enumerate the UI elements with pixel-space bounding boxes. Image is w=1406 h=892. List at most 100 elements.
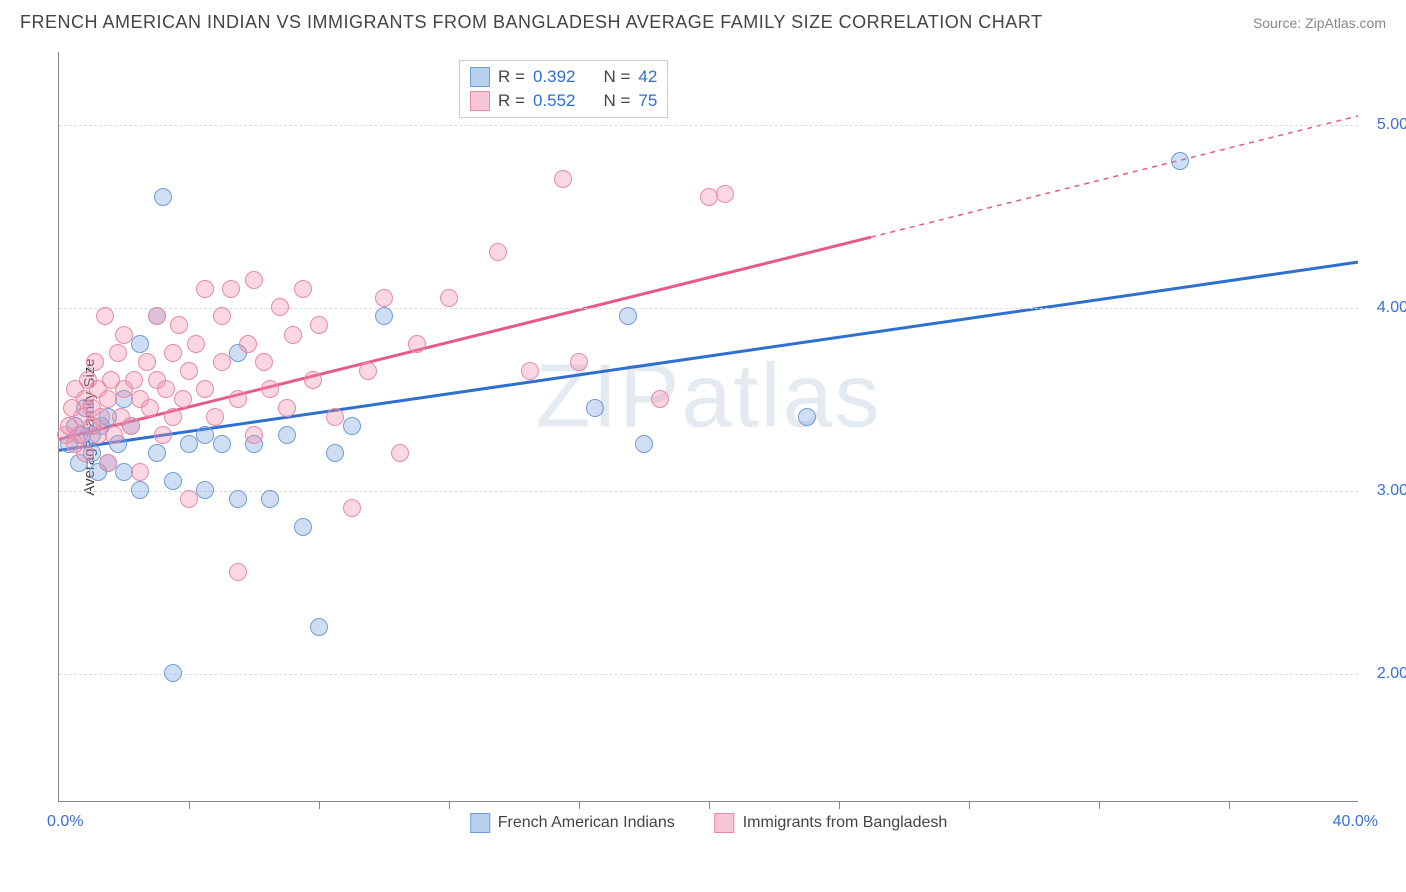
scatter-point (109, 344, 127, 362)
xtick (579, 801, 580, 809)
scatter-point (635, 435, 653, 453)
scatter-point (164, 664, 182, 682)
scatter-point (554, 170, 572, 188)
scatter-point (154, 188, 172, 206)
series-legend-item: French American Indians (470, 813, 675, 833)
stat-r-value: 0.392 (533, 67, 576, 87)
scatter-point (125, 371, 143, 389)
scatter-point (651, 390, 669, 408)
scatter-point (271, 298, 289, 316)
legend-swatch (715, 813, 735, 833)
series-legend: French American Indians Immigrants from B… (470, 813, 948, 833)
gridline (59, 491, 1358, 492)
scatter-point (138, 353, 156, 371)
scatter-point (180, 362, 198, 380)
scatter-point (164, 408, 182, 426)
scatter-point (619, 307, 637, 325)
scatter-point (440, 289, 458, 307)
stats-legend-row: R =0.552N =75 (470, 89, 657, 113)
scatter-point (343, 499, 361, 517)
scatter-point (798, 408, 816, 426)
scatter-point (304, 371, 322, 389)
stat-n-label: N = (603, 91, 630, 111)
scatter-point (229, 563, 247, 581)
gridline (59, 125, 1358, 126)
scatter-point (700, 188, 718, 206)
source-label: Source: ZipAtlas.com (1253, 15, 1386, 31)
scatter-point (222, 280, 240, 298)
xaxis-label-end: 40.0% (1333, 813, 1378, 831)
scatter-point (489, 243, 507, 261)
scatter-point (586, 399, 604, 417)
scatter-point (141, 399, 159, 417)
scatter-point (375, 307, 393, 325)
scatter-point (239, 335, 257, 353)
stats-legend-row: R =0.392N =42 (470, 65, 657, 89)
gridline (59, 674, 1358, 675)
xtick (189, 801, 190, 809)
scatter-point (154, 426, 172, 444)
scatter-point (86, 353, 104, 371)
gridline (59, 308, 1358, 309)
ytick-label: 2.00 (1377, 665, 1406, 683)
xtick (969, 801, 970, 809)
scatter-point (148, 444, 166, 462)
scatter-point (122, 417, 140, 435)
scatter-point (213, 435, 231, 453)
scatter-point (164, 344, 182, 362)
stat-n-value: 42 (638, 67, 657, 87)
xtick (1099, 801, 1100, 809)
scatter-point (310, 316, 328, 334)
scatter-point (521, 362, 539, 380)
scatter-point (326, 408, 344, 426)
scatter-point (187, 335, 205, 353)
xaxis-label-start: 0.0% (47, 813, 83, 831)
scatter-point (245, 426, 263, 444)
scatter-point (391, 444, 409, 462)
scatter-point (261, 380, 279, 398)
scatter-point (294, 280, 312, 298)
scatter-point (157, 380, 175, 398)
scatter-point (174, 390, 192, 408)
scatter-point (131, 481, 149, 499)
scatter-point (326, 444, 344, 462)
scatter-point (180, 490, 198, 508)
ytick-label: 5.00 (1377, 116, 1406, 134)
scatter-point (278, 399, 296, 417)
xtick (709, 801, 710, 809)
scatter-point (359, 362, 377, 380)
scatter-point (99, 390, 117, 408)
scatter-point (284, 326, 302, 344)
scatter-point (76, 444, 94, 462)
stat-r-value: 0.552 (533, 91, 576, 111)
ytick-label: 3.00 (1377, 482, 1406, 500)
scatter-point (206, 408, 224, 426)
scatter-point (1171, 152, 1189, 170)
scatter-point (196, 280, 214, 298)
xtick (319, 801, 320, 809)
scatter-point (343, 417, 361, 435)
chart-title: FRENCH AMERICAN INDIAN VS IMMIGRANTS FRO… (20, 12, 1042, 33)
scatter-point (213, 353, 231, 371)
scatter-point (180, 435, 198, 453)
scatter-point (196, 426, 214, 444)
scatter-point (294, 518, 312, 536)
legend-swatch (470, 67, 490, 87)
scatter-point (570, 353, 588, 371)
stats-legend: R =0.392N =42R =0.552N =75 (459, 60, 668, 118)
xtick (1229, 801, 1230, 809)
scatter-point (310, 618, 328, 636)
scatter-point (131, 335, 149, 353)
scatter-point (170, 316, 188, 334)
series-legend-item: Immigrants from Bangladesh (715, 813, 948, 833)
scatter-point (131, 463, 149, 481)
scatter-point (196, 380, 214, 398)
scatter-point (255, 353, 273, 371)
scatter-point (245, 271, 263, 289)
ytick-label: 4.00 (1377, 299, 1406, 317)
series-name: French American Indians (498, 814, 675, 832)
scatter-point (99, 454, 117, 472)
scatter-point (115, 326, 133, 344)
stat-r-label: R = (498, 91, 525, 111)
scatter-point (229, 490, 247, 508)
